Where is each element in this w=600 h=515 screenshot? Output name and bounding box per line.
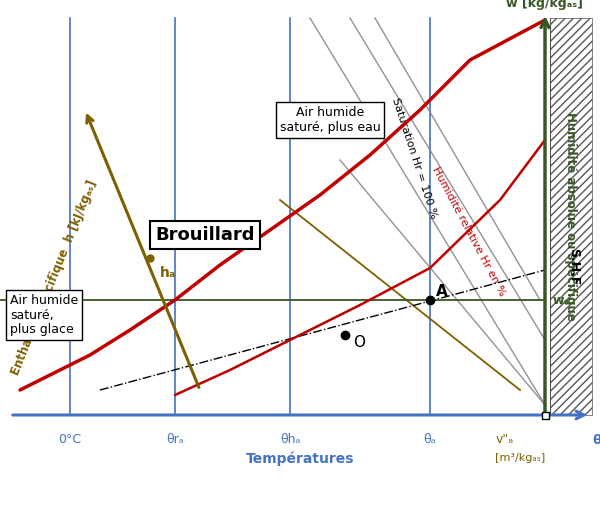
Text: [m³/kgₐₛ]: [m³/kgₐₛ] [495, 453, 545, 463]
Text: Humidité absolue ou spécifique: Humidité absolue ou spécifique [563, 112, 577, 321]
Text: Enthalpie spécifique  h [kJ/kgₐₛ]: Enthalpie spécifique h [kJ/kgₐₛ] [9, 178, 99, 377]
Text: v"ₐ: v"ₐ [496, 433, 514, 446]
Text: Températures: Températures [246, 451, 354, 466]
Text: w [kg/kgₐₛ]: w [kg/kgₐₛ] [506, 0, 583, 10]
Text: O: O [353, 335, 365, 350]
Text: θhₐ: θhₐ [280, 433, 300, 446]
Text: Air humide
saturé, plus eau: Air humide saturé, plus eau [280, 106, 380, 134]
Bar [542, 411, 548, 419]
Text: S.H.F: S.H.F [568, 248, 581, 285]
Text: hₐ: hₐ [160, 266, 176, 280]
Text: wₐ: wₐ [553, 294, 570, 306]
Text: θ  [°C]: θ [°C] [593, 433, 600, 446]
Text: θrₐ: θrₐ [166, 433, 184, 446]
Text: 0°C: 0°C [58, 433, 82, 446]
Text: Saturation Hr = 100 %: Saturation Hr = 100 % [390, 97, 439, 220]
Text: Brouillard: Brouillard [155, 226, 254, 244]
Text: Air humide
saturé,
plus glace: Air humide saturé, plus glace [10, 294, 78, 336]
Text: θₐ: θₐ [424, 433, 436, 446]
Text: Humidité relative Hr en %: Humidité relative Hr en % [430, 165, 507, 298]
Bar [550, 18, 592, 415]
Text: A: A [436, 284, 448, 299]
